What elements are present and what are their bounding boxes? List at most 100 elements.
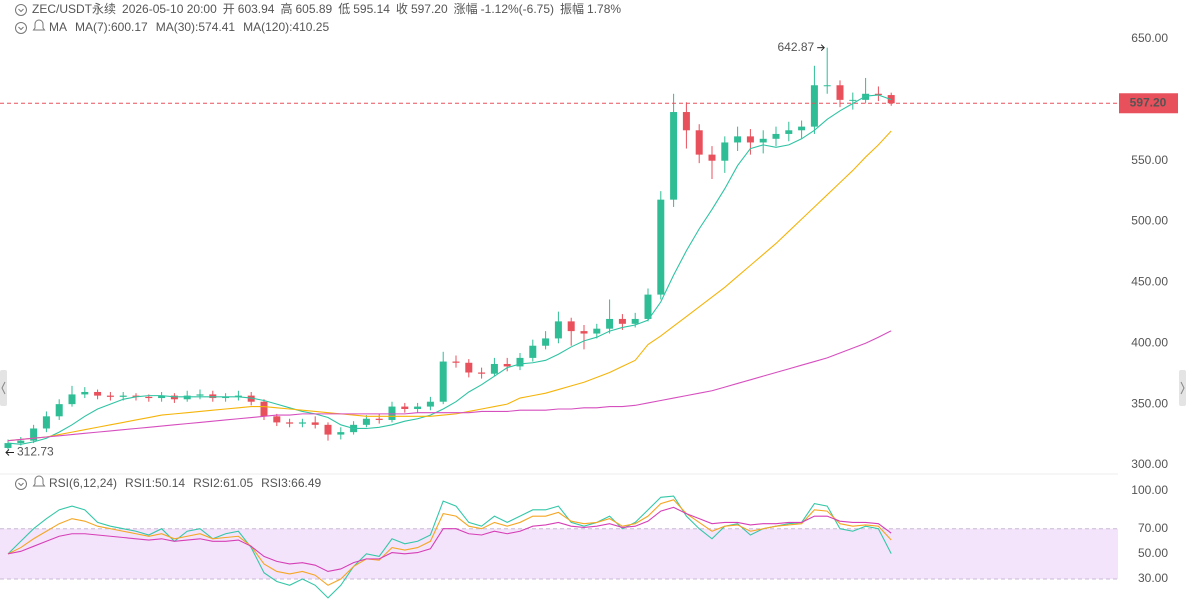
legend-entry: MA(30):574.41 xyxy=(156,20,236,34)
header-text: 2026-05-10 20:00 xyxy=(122,2,217,16)
y-tick-label: 550.00 xyxy=(1131,153,1168,167)
indicator-line xyxy=(7,506,892,573)
candle-body xyxy=(324,424,332,435)
indicator-line xyxy=(7,94,892,445)
candle-body xyxy=(439,361,447,402)
y-tick-label: 650.00 xyxy=(1131,31,1168,45)
header-text: 1.78% xyxy=(587,2,621,16)
header-text: 605.89 xyxy=(296,2,333,16)
candle-body xyxy=(183,395,191,400)
candle-body xyxy=(145,396,153,399)
candle-body xyxy=(631,318,639,324)
candle-body xyxy=(260,401,268,417)
y-tick-label: 500.00 xyxy=(1131,214,1168,228)
candle-body xyxy=(106,395,114,397)
y-tick-label: 70.00 xyxy=(1138,521,1168,535)
candle-body xyxy=(196,394,204,396)
candle-body xyxy=(94,391,102,396)
header-text: -1.12%(-6.75) xyxy=(481,2,554,16)
candle-body xyxy=(414,406,422,410)
toggle-icon[interactable] xyxy=(15,22,27,34)
candle-body xyxy=(606,318,614,329)
legend-entry: MA(7):600.17 xyxy=(75,20,148,34)
scroll-left-icon xyxy=(1,381,6,395)
indicator-line xyxy=(7,130,892,442)
candle-body xyxy=(708,154,716,161)
candle-body xyxy=(810,85,818,127)
candle-body xyxy=(375,418,383,420)
candle-body xyxy=(158,395,166,399)
header-text: 收 xyxy=(396,2,408,16)
candle-body xyxy=(286,422,294,424)
candle-body xyxy=(734,136,742,143)
indicator-line xyxy=(7,499,892,586)
y-tick-label: 100.00 xyxy=(1131,483,1168,497)
candle-body xyxy=(81,391,89,395)
header-text: 低 xyxy=(338,2,350,16)
candle-body xyxy=(554,321,562,339)
candle-body xyxy=(759,138,767,143)
low-annotation: 312.73 xyxy=(17,445,54,459)
header-text: 振幅 xyxy=(560,1,584,16)
header-text: 开 xyxy=(223,2,235,16)
candle-body xyxy=(798,126,806,131)
scroll-right[interactable] xyxy=(1179,370,1186,406)
candle-body xyxy=(618,318,626,324)
pane-title: MA xyxy=(49,20,67,34)
candle-body xyxy=(4,443,12,448)
candle-body xyxy=(823,85,831,87)
y-tick-label: 300.00 xyxy=(1131,457,1168,471)
legend-entry: MA(120):410.25 xyxy=(243,20,329,34)
legend-entry: RSI3:66.49 xyxy=(261,476,321,490)
toggle-icon[interactable] xyxy=(15,478,27,490)
candle-body xyxy=(234,395,242,397)
indicator-line xyxy=(7,495,892,599)
candle-body xyxy=(695,130,703,155)
candle-body xyxy=(298,422,306,424)
rsi-band xyxy=(0,528,1118,579)
scroll-right-icon xyxy=(1180,381,1185,395)
candle-body xyxy=(209,394,217,399)
candle-body xyxy=(503,363,511,367)
candle-body xyxy=(337,432,345,435)
alert-icon[interactable] xyxy=(32,475,46,487)
candle-body xyxy=(30,428,38,441)
candle-body xyxy=(388,406,396,420)
candle-body xyxy=(849,99,857,101)
candle-body xyxy=(17,440,25,444)
candle-body xyxy=(746,136,754,143)
candle-body xyxy=(42,416,50,429)
candle-body xyxy=(670,112,678,200)
candle-body xyxy=(721,142,729,161)
candle-body xyxy=(478,372,486,374)
candle-body xyxy=(68,394,76,405)
indicator-line xyxy=(7,330,892,442)
candle-body xyxy=(567,321,575,332)
y-tick-label: 450.00 xyxy=(1131,275,1168,289)
candle-body xyxy=(644,294,652,319)
alert-icon[interactable] xyxy=(32,19,46,31)
header-text: ZEC/USDT永续 xyxy=(32,2,116,16)
candle-body xyxy=(247,395,255,402)
candle-body xyxy=(222,396,230,399)
candle-body xyxy=(874,93,882,95)
candle-body xyxy=(132,395,140,397)
candle-body xyxy=(516,357,524,367)
y-tick-label: 400.00 xyxy=(1131,335,1168,349)
legend-entry: RSI1:50.14 xyxy=(125,476,185,490)
candle-body xyxy=(836,85,844,100)
header-text: 595.14 xyxy=(353,2,390,16)
header-text: 高 xyxy=(280,1,292,16)
high-annotation: 642.87 xyxy=(777,40,814,54)
legend-entry: RSI2:61.05 xyxy=(193,476,253,490)
candle-body xyxy=(55,404,63,417)
last-price-tag xyxy=(1119,93,1178,114)
candle-body xyxy=(593,328,601,334)
candle-body xyxy=(401,406,409,410)
toggle-icon[interactable] xyxy=(15,4,27,16)
candle-body xyxy=(657,199,665,295)
scroll-left[interactable] xyxy=(0,370,7,406)
header-text: 603.94 xyxy=(238,2,275,16)
